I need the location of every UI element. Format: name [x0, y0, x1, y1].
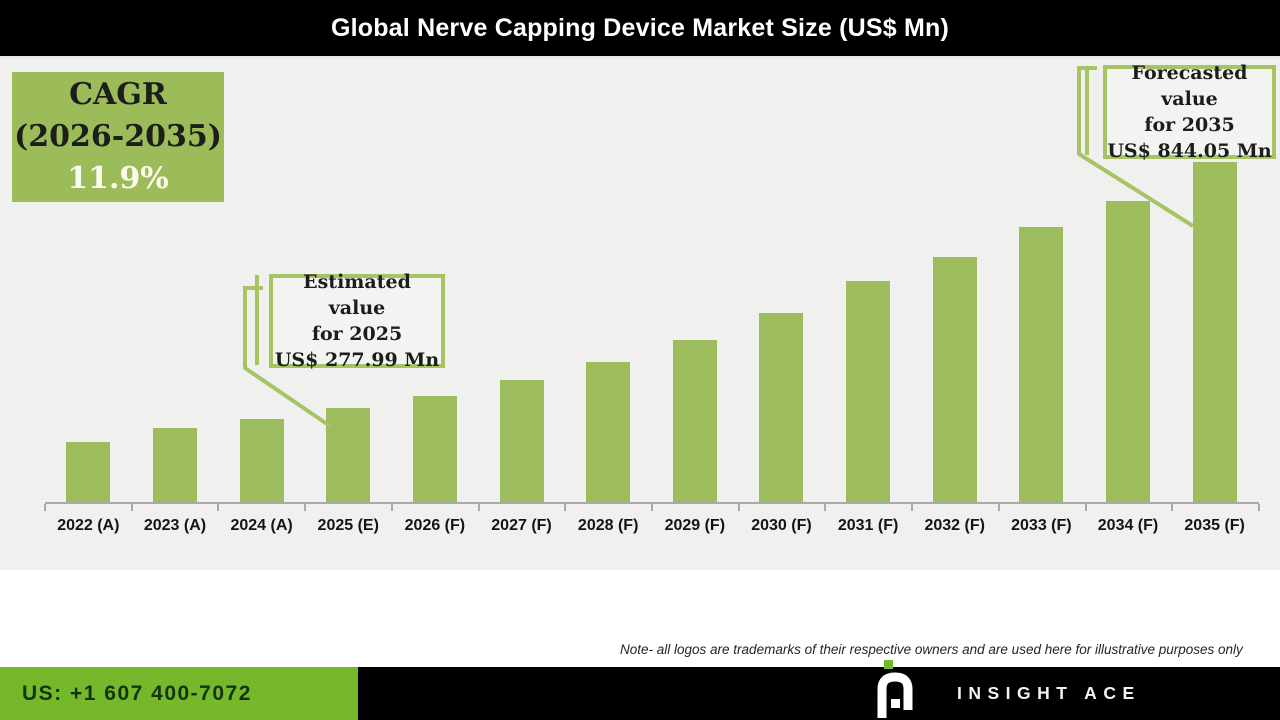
- callout-estimated-line1: Estimated value: [303, 271, 411, 319]
- cagr-value: 11.9%: [67, 161, 169, 196]
- footer-phone-block: US: +1 607 400-7072: [0, 667, 358, 720]
- insight-ace-brand-text: INSIGHT ACE ANALYTIC: [957, 683, 1141, 703]
- x-axis-label: 2027 (F): [491, 517, 552, 534]
- callout-forecasted-value: US$ 844.05 Mn: [1107, 140, 1272, 162]
- axis-tick: [1258, 504, 1260, 511]
- cagr-period: (2026-2035): [14, 119, 222, 154]
- bar-2034: [1106, 201, 1150, 502]
- callout-forecasted-2035: Forecasted value for 2035 US$ 844.05 Mn: [1103, 62, 1276, 162]
- bar-column: [1085, 59, 1172, 502]
- bar-column: [998, 59, 1085, 502]
- bar-column: [651, 59, 738, 502]
- bar-2026: [412, 395, 457, 502]
- axis-tick: [997, 504, 1000, 511]
- cagr-badge: CAGR (2026-2035) 11.9%: [12, 72, 224, 202]
- x-axis-label: 2033 (F): [1011, 517, 1072, 534]
- bar-column: [478, 59, 565, 502]
- chart-area: CAGR (2026-2035) 11.9% 2022 (A) 2023 (A) 2…: [0, 56, 1280, 570]
- bar-2029: [672, 340, 717, 502]
- callout-forecasted-line2: for 2035: [1144, 114, 1235, 136]
- page-title: Global Nerve Capping Device Market Size …: [330, 13, 950, 42]
- bar-2023: [152, 428, 197, 502]
- bar-2022: [66, 441, 111, 502]
- contributors-row: Market Contributors: axogen® stryker® IN…: [0, 570, 1280, 663]
- bar-2032: [932, 257, 977, 502]
- x-axis-line: [45, 502, 1259, 504]
- axis-tick: [477, 504, 480, 511]
- bar-2028: [586, 361, 631, 502]
- x-axis-label: 2026 (F): [404, 517, 466, 534]
- bar-column: [911, 59, 998, 502]
- bar-2035: [1192, 162, 1237, 502]
- axis-tick: [130, 504, 133, 511]
- x-axis-label: 2031 (F): [837, 517, 899, 534]
- bar-column: [738, 59, 825, 502]
- bar-column: [1171, 59, 1258, 502]
- trademark-note: Note- all logos are trademarks of their …: [620, 642, 1243, 657]
- axis-tick: [1084, 504, 1087, 511]
- axis-tick: [390, 504, 393, 511]
- callout-forecasted-line1: Forecasted value: [1131, 62, 1248, 110]
- bar-column: [392, 59, 479, 502]
- x-axis-label: 2028 (F): [577, 517, 639, 534]
- x-axis-label: 2024 (A): [230, 517, 293, 534]
- bar-series: [45, 59, 1258, 502]
- callout-estimated-line2: for 2025: [311, 323, 403, 345]
- bar-2031: [846, 281, 891, 502]
- axis-tick: [304, 504, 307, 511]
- x-axis-label: 2030 (F): [751, 517, 812, 534]
- bar-column: [565, 59, 652, 502]
- callout-estimated-value: US$ 277.99 Mn: [274, 349, 440, 371]
- x-axis-label: 2029 (F): [664, 517, 726, 534]
- axis-tick: [737, 504, 740, 511]
- axis-tick: [44, 504, 46, 511]
- x-axis-label: 2032 (F): [924, 517, 985, 534]
- title-bar: Global Nerve Capping Device Market Size …: [0, 0, 1280, 56]
- footer-bar: US: +1 607 400-7072 INSIGHT ACE ANALYTIC: [0, 660, 1280, 720]
- axis-tick: [217, 504, 220, 511]
- bar-2033: [1019, 227, 1064, 502]
- x-axis-label: 2035 (F): [1184, 517, 1245, 534]
- x-axis-label: 2034 (F): [1097, 517, 1159, 534]
- axis-tick: [651, 504, 653, 511]
- x-axis-labels: 2022 (A) 2023 (A) 2024 (A) 2025 (E) 2026 (F)…: [45, 511, 1258, 535]
- bar-2025: [326, 408, 371, 502]
- insight-ace-logo-icon: [877, 660, 913, 718]
- bar-column: [132, 59, 219, 502]
- bar-2024: [239, 418, 284, 502]
- bar-column: [218, 59, 305, 502]
- x-axis-ticks: [44, 504, 1260, 511]
- footer-brand-block: INSIGHT ACE ANALYTIC: [0, 660, 1280, 720]
- bar-2027: [499, 380, 544, 502]
- axis-tick: [824, 504, 827, 511]
- axis-tick: [1171, 504, 1174, 511]
- bar-column: [825, 59, 912, 502]
- cagr-label: CAGR: [69, 77, 167, 112]
- axis-tick: [911, 504, 914, 511]
- bar-column: [45, 59, 132, 502]
- x-axis-label: 2022 (A): [57, 517, 120, 534]
- x-axis-label: 2023 (A): [143, 517, 207, 534]
- bar-2030: [759, 312, 804, 502]
- bar-column: [305, 59, 392, 502]
- axis-tick: [564, 504, 567, 511]
- callout-estimated-2025: Estimated value for 2025 US$ 277.99 Mn: [269, 271, 445, 371]
- phone-number: US: +1 607 400-7072: [22, 681, 252, 705]
- x-axis-label: 2025 (E): [317, 517, 379, 534]
